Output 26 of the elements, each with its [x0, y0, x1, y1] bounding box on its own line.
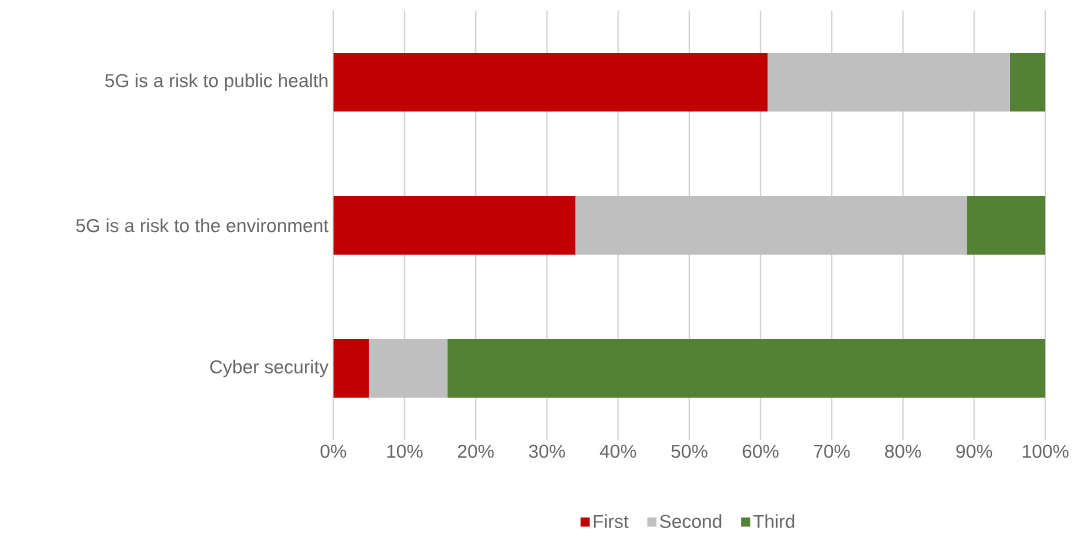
x-tick-label: 10%	[387, 444, 423, 458]
x-tick-label: 100%	[1022, 444, 1069, 458]
bar	[333, 339, 369, 398]
bar	[967, 196, 1046, 255]
x-tick-label: 30%	[528, 444, 565, 458]
x-tick-label: 90%	[956, 444, 993, 458]
x-tick-label: 50%	[671, 444, 708, 458]
legend-label: Third	[753, 514, 795, 529]
x-tick-label: 20%	[457, 444, 494, 458]
x-tick-label: 0%	[320, 444, 347, 458]
bar	[333, 52, 768, 112]
bar	[368, 339, 448, 398]
legend-label: First	[593, 514, 629, 529]
y-tick-label: 5G is a risk to public health	[105, 73, 328, 91]
bar	[447, 339, 1046, 398]
y-tick-label: Cyber security	[210, 359, 329, 378]
bar	[1009, 52, 1046, 112]
legend-label: Second	[659, 514, 722, 529]
x-tick-label: 40%	[599, 444, 637, 458]
x-tick-label: 80%	[885, 444, 921, 458]
bar	[767, 52, 1010, 112]
x-tick-label: 60%	[742, 444, 779, 458]
x-tick-label: 70%	[814, 444, 850, 458]
bar	[333, 196, 576, 255]
y-tick-label: 5G is a risk to the environment	[76, 218, 329, 233]
bar	[575, 196, 968, 255]
